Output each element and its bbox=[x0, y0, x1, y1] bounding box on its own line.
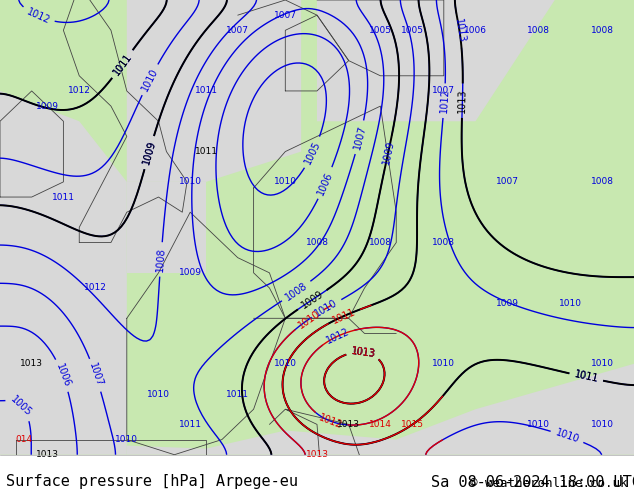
Text: 1009: 1009 bbox=[381, 140, 396, 166]
Text: 1015: 1015 bbox=[401, 420, 424, 429]
Text: 1010: 1010 bbox=[527, 420, 550, 429]
Text: 1011: 1011 bbox=[111, 51, 134, 77]
Text: 1006: 1006 bbox=[464, 26, 487, 35]
Text: 1012: 1012 bbox=[25, 6, 51, 25]
Text: 1013: 1013 bbox=[306, 450, 328, 459]
Text: 1013: 1013 bbox=[20, 359, 43, 368]
Text: 1011: 1011 bbox=[226, 390, 249, 398]
Text: 1010: 1010 bbox=[147, 390, 170, 398]
Text: 1012: 1012 bbox=[325, 326, 351, 346]
Text: 1007: 1007 bbox=[274, 11, 297, 20]
Text: Sa 08-06-2024 18:00 UTC (12+78): Sa 08-06-2024 18:00 UTC (12+78) bbox=[431, 474, 634, 489]
Text: 1010: 1010 bbox=[432, 359, 455, 368]
Text: 1011: 1011 bbox=[52, 193, 75, 201]
Text: 1010: 1010 bbox=[115, 435, 138, 444]
Text: 014: 014 bbox=[15, 435, 32, 444]
Text: © weatheronline.co.uk: © weatheronline.co.uk bbox=[470, 477, 628, 490]
Text: 1012: 1012 bbox=[318, 412, 344, 430]
Text: 1008: 1008 bbox=[432, 238, 455, 247]
Text: 1013: 1013 bbox=[457, 88, 468, 113]
Text: 1005: 1005 bbox=[401, 26, 424, 35]
Text: 1008: 1008 bbox=[527, 26, 550, 35]
Text: 1010: 1010 bbox=[313, 298, 339, 319]
Text: 1011: 1011 bbox=[195, 147, 217, 156]
Text: 1011: 1011 bbox=[573, 369, 599, 385]
Text: 1010: 1010 bbox=[179, 177, 202, 186]
Text: 1008: 1008 bbox=[283, 280, 309, 302]
Text: 1011: 1011 bbox=[111, 51, 134, 77]
Text: 1005: 1005 bbox=[9, 394, 34, 418]
Text: 1013: 1013 bbox=[351, 346, 376, 359]
Text: 1013: 1013 bbox=[351, 346, 376, 359]
Text: 1008: 1008 bbox=[369, 238, 392, 247]
Text: 1011: 1011 bbox=[179, 420, 202, 429]
Text: 1008: 1008 bbox=[591, 177, 614, 186]
Text: 1008: 1008 bbox=[155, 247, 167, 272]
Text: 1010: 1010 bbox=[559, 298, 582, 308]
Text: 1006: 1006 bbox=[316, 170, 335, 196]
Text: 1013: 1013 bbox=[351, 346, 376, 359]
Text: 1011: 1011 bbox=[195, 86, 217, 96]
Text: 1006: 1006 bbox=[54, 362, 72, 389]
Text: 1005: 1005 bbox=[303, 139, 323, 166]
Text: 1007: 1007 bbox=[432, 86, 455, 96]
Text: 1009: 1009 bbox=[496, 298, 519, 308]
Text: 1009: 1009 bbox=[141, 140, 157, 166]
Text: 1013: 1013 bbox=[453, 18, 466, 44]
Text: 1009: 1009 bbox=[36, 101, 59, 111]
Text: 1011: 1011 bbox=[573, 369, 599, 385]
Text: 1010: 1010 bbox=[274, 359, 297, 368]
Text: 1007: 1007 bbox=[226, 26, 249, 35]
Text: 1012: 1012 bbox=[439, 88, 450, 113]
Text: 1012: 1012 bbox=[68, 86, 91, 96]
Text: 1010: 1010 bbox=[591, 359, 614, 368]
Text: 1011: 1011 bbox=[331, 306, 358, 325]
Text: Surface pressure [hPa] Arpege-eu: Surface pressure [hPa] Arpege-eu bbox=[6, 474, 299, 489]
Text: 1010: 1010 bbox=[591, 420, 614, 429]
Text: 1014: 1014 bbox=[369, 420, 392, 429]
Text: 1009: 1009 bbox=[141, 140, 157, 166]
Text: 1007: 1007 bbox=[87, 362, 104, 389]
Text: 1005: 1005 bbox=[369, 26, 392, 35]
Text: 1007: 1007 bbox=[496, 177, 519, 186]
Text: 1010: 1010 bbox=[296, 308, 322, 330]
Text: 1010: 1010 bbox=[554, 428, 580, 445]
Text: 1008: 1008 bbox=[591, 26, 614, 35]
Text: 1013: 1013 bbox=[36, 450, 59, 459]
Text: 1009: 1009 bbox=[179, 269, 202, 277]
Text: 1007: 1007 bbox=[352, 124, 368, 150]
Text: 1008: 1008 bbox=[306, 238, 328, 247]
Text: 1010: 1010 bbox=[139, 67, 160, 93]
Text: 1013: 1013 bbox=[337, 420, 360, 429]
Text: 1009: 1009 bbox=[299, 289, 325, 311]
Text: 1010: 1010 bbox=[274, 177, 297, 186]
Text: 1012: 1012 bbox=[84, 284, 107, 293]
